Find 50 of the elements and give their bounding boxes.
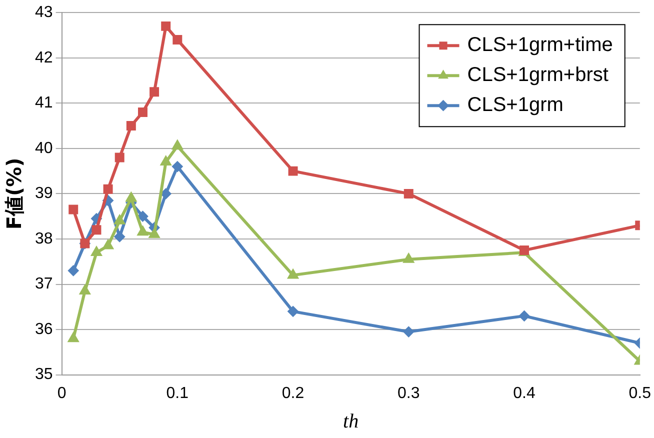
legend-label: CLS+1grm+time bbox=[467, 34, 613, 56]
point bbox=[114, 152, 124, 162]
point bbox=[68, 332, 80, 342]
x-tick-label: 0.1 bbox=[166, 384, 189, 402]
point bbox=[126, 121, 136, 131]
point bbox=[90, 246, 102, 256]
point bbox=[150, 87, 160, 97]
point bbox=[288, 166, 298, 176]
x-tick-label: 0.5 bbox=[628, 384, 652, 402]
point bbox=[114, 214, 126, 224]
point bbox=[518, 310, 530, 322]
x-axis-title: th bbox=[343, 410, 359, 432]
point bbox=[137, 226, 148, 236]
legend-label: CLS+1grm bbox=[467, 94, 564, 116]
point bbox=[103, 184, 113, 194]
x-tick-label: 0.4 bbox=[513, 384, 536, 402]
point bbox=[160, 156, 172, 166]
y-tick-label: 38 bbox=[35, 230, 53, 248]
y-tick-label: 43 bbox=[35, 4, 53, 22]
point bbox=[287, 268, 299, 279]
y-axis-title: F値(%) bbox=[2, 158, 26, 230]
point bbox=[161, 21, 171, 31]
x-tick-label: 0 bbox=[57, 384, 66, 402]
legend-label: CLS+1grm+brst bbox=[467, 64, 609, 86]
point bbox=[172, 35, 182, 45]
point bbox=[102, 239, 114, 250]
point bbox=[79, 284, 91, 295]
y-tick-label: 39 bbox=[35, 185, 53, 202]
x-tick-label: 0.3 bbox=[398, 384, 420, 402]
point bbox=[148, 228, 160, 238]
point bbox=[404, 188, 414, 198]
y-tick-label: 41 bbox=[35, 94, 53, 112]
point bbox=[114, 231, 126, 242]
y-tick-label: 35 bbox=[35, 366, 53, 384]
y-tick-label: 37 bbox=[35, 276, 53, 293]
point bbox=[172, 161, 183, 172]
point bbox=[172, 140, 184, 150]
point bbox=[403, 326, 414, 338]
point bbox=[125, 192, 137, 202]
point bbox=[288, 306, 299, 317]
point bbox=[402, 252, 414, 263]
point bbox=[137, 210, 148, 222]
point bbox=[138, 107, 148, 117]
point bbox=[92, 225, 102, 235]
x-tick-label: 0.2 bbox=[282, 384, 304, 402]
y-tick-label: 40 bbox=[35, 140, 53, 157]
y-tick-label: 42 bbox=[35, 49, 53, 66]
point bbox=[68, 265, 79, 276]
point bbox=[68, 204, 78, 214]
y-tick-label: 36 bbox=[35, 320, 53, 338]
